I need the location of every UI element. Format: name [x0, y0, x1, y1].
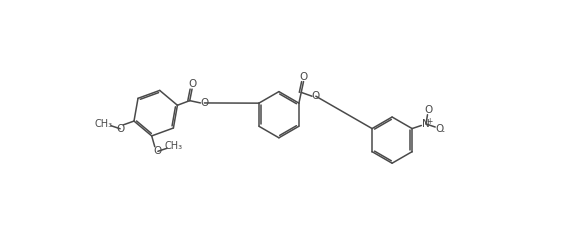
Text: O: O: [154, 146, 162, 156]
Text: O: O: [436, 124, 444, 134]
Text: N: N: [422, 119, 430, 129]
Text: +: +: [427, 117, 433, 126]
Text: CH₃: CH₃: [95, 119, 113, 129]
Text: O: O: [424, 105, 432, 115]
Text: -: -: [442, 127, 444, 136]
Text: O: O: [200, 98, 208, 108]
Text: CH₃: CH₃: [165, 141, 183, 151]
Text: O: O: [116, 124, 124, 134]
Text: O: O: [299, 72, 308, 82]
Text: O: O: [188, 80, 196, 90]
Text: O: O: [312, 91, 320, 101]
